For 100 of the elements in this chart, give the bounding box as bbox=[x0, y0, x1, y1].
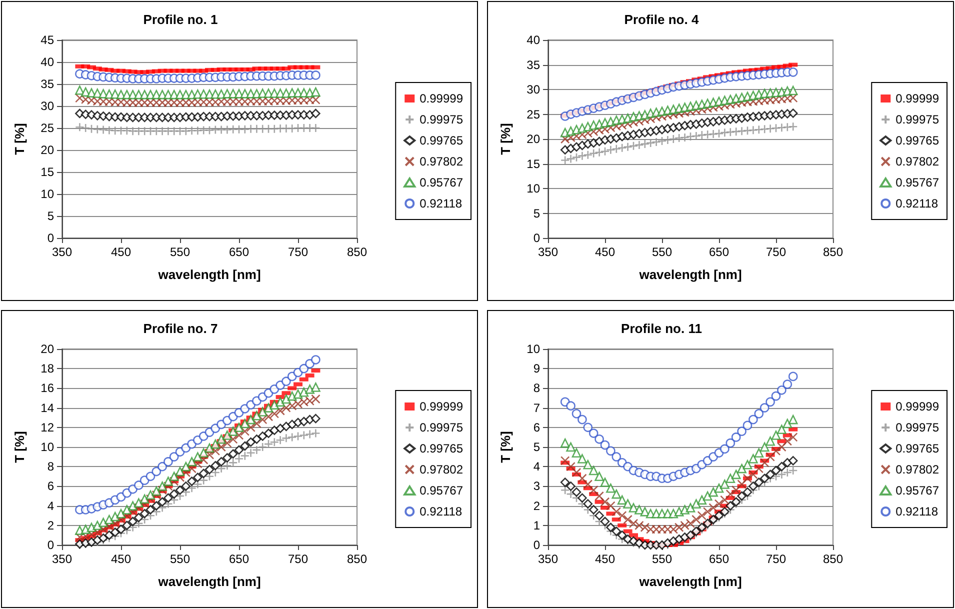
legend-label: 0.99975 bbox=[896, 420, 940, 434]
y-tick-label: 6 bbox=[47, 479, 54, 494]
x-tick-label: 450 bbox=[594, 245, 616, 259]
x-tick-label: 650 bbox=[708, 245, 730, 259]
y-axis-title: T [%] bbox=[12, 123, 27, 155]
chart-title: Profile no. 4 bbox=[624, 12, 700, 27]
legend-label: 0.99975 bbox=[420, 112, 464, 126]
y-tick-label: 12 bbox=[40, 420, 54, 434]
y-tick-label: 7 bbox=[533, 400, 540, 415]
x-tick-label: 650 bbox=[228, 552, 250, 566]
y-tick-label: 10 bbox=[40, 440, 54, 454]
y-tick-label: 5 bbox=[47, 209, 54, 223]
chart-title: Profile no. 1 bbox=[143, 12, 218, 27]
x-tick-label: 750 bbox=[766, 552, 786, 566]
y-tick-label: 0 bbox=[533, 231, 540, 245]
y-tick-label: 25 bbox=[526, 107, 540, 122]
y-tick-label: 1 bbox=[533, 518, 540, 532]
y-tick-label: 20 bbox=[40, 143, 54, 157]
x-tick-label: 550 bbox=[170, 552, 190, 566]
y-tick-label: 20 bbox=[526, 132, 540, 146]
y-tick-label: 9 bbox=[533, 362, 540, 376]
y-tick-label: 16 bbox=[40, 381, 54, 396]
x-axis-title: wavelength [nm] bbox=[157, 267, 261, 282]
x-tick-label: 350 bbox=[52, 552, 72, 566]
y-tick-label: 4 bbox=[47, 498, 54, 513]
y-tick-label: 5 bbox=[533, 206, 540, 220]
legend-label: 0.97802 bbox=[896, 154, 940, 168]
legend-label: 0.99999 bbox=[896, 400, 940, 414]
y-tick-label: 18 bbox=[40, 362, 54, 376]
legend-label: 0.92118 bbox=[420, 196, 462, 210]
x-tick-label: 450 bbox=[110, 245, 132, 259]
y-tick-label: 40 bbox=[40, 55, 54, 69]
legend-label: 0.99765 bbox=[420, 442, 464, 456]
y-axis-title: T [%] bbox=[498, 123, 513, 155]
y-tick-label: 8 bbox=[533, 381, 540, 396]
y-tick-label: 10 bbox=[526, 182, 540, 196]
x-tick-label: 450 bbox=[594, 552, 616, 566]
y-tick-label: 5 bbox=[533, 440, 540, 454]
x-tick-label: 350 bbox=[538, 245, 558, 259]
legend-label: 0.95767 bbox=[896, 484, 940, 498]
x-tick-label: 450 bbox=[110, 552, 132, 566]
y-tick-label: 25 bbox=[40, 121, 54, 135]
x-tick-label: 850 bbox=[822, 245, 844, 259]
x-tick-label: 350 bbox=[538, 552, 558, 566]
y-tick-label: 4 bbox=[533, 460, 540, 474]
legend-label: 0.99765 bbox=[896, 442, 940, 456]
legend-label: 0.92118 bbox=[420, 504, 462, 518]
x-tick-label: 750 bbox=[288, 552, 308, 566]
y-tick-label: 0 bbox=[47, 231, 54, 245]
y-axis-title: T [%] bbox=[12, 431, 27, 463]
y-tick-label: 40 bbox=[526, 33, 540, 47]
y-tick-label: 35 bbox=[526, 58, 540, 72]
y-tick-label: 45 bbox=[40, 33, 54, 47]
legend-label: 0.99999 bbox=[420, 400, 464, 414]
x-axis-title: wavelength [nm] bbox=[157, 574, 261, 589]
legend-label: 0.97802 bbox=[420, 154, 464, 168]
chart-title: Profile no. 7 bbox=[143, 321, 218, 336]
legend-label: 0.99765 bbox=[896, 134, 940, 148]
legend-label: 0.97802 bbox=[420, 462, 464, 476]
y-tick-label: 2 bbox=[47, 518, 54, 532]
y-axis-title: T [%] bbox=[498, 431, 513, 463]
y-tick-label: 14 bbox=[40, 400, 54, 415]
y-tick-label: 15 bbox=[40, 165, 54, 179]
y-tick-label: 35 bbox=[40, 77, 54, 91]
x-tick-label: 850 bbox=[346, 552, 368, 566]
x-tick-label: 550 bbox=[652, 245, 672, 259]
x-tick-label: 650 bbox=[708, 552, 730, 566]
x-tick-label: 550 bbox=[652, 552, 672, 566]
legend-label: 0.99999 bbox=[896, 92, 940, 106]
x-tick-label: 550 bbox=[170, 245, 190, 259]
legend-label: 0.92118 bbox=[896, 196, 938, 210]
y-tick-label: 30 bbox=[526, 82, 540, 96]
legend-label: 0.95767 bbox=[896, 176, 940, 190]
y-tick-label: 10 bbox=[526, 342, 540, 356]
legend-label: 0.99975 bbox=[420, 420, 464, 434]
y-tick-label: 15 bbox=[526, 156, 540, 171]
x-tick-label: 650 bbox=[228, 245, 250, 259]
y-tick-label: 10 bbox=[40, 187, 54, 201]
x-axis-title: wavelength [nm] bbox=[638, 267, 742, 282]
y-tick-label: 20 bbox=[40, 342, 54, 356]
y-tick-label: 0 bbox=[47, 538, 54, 552]
y-tick-label: 2 bbox=[533, 498, 540, 513]
x-tick-label: 350 bbox=[52, 245, 72, 259]
y-tick-label: 30 bbox=[40, 99, 54, 113]
legend-label: 0.97802 bbox=[896, 462, 940, 476]
legend-label: 0.99765 bbox=[420, 134, 464, 148]
y-tick-label: 3 bbox=[533, 479, 540, 494]
legend-label: 0.99975 bbox=[896, 112, 940, 126]
y-tick-label: 6 bbox=[533, 420, 540, 434]
x-axis-title: wavelength [nm] bbox=[638, 574, 742, 589]
legend-label: 0.92118 bbox=[896, 504, 938, 518]
x-tick-label: 850 bbox=[346, 245, 368, 259]
x-tick-label: 850 bbox=[822, 552, 844, 566]
y-tick-label: 8 bbox=[47, 460, 54, 474]
legend-label: 0.95767 bbox=[420, 484, 464, 498]
x-tick-label: 750 bbox=[288, 245, 308, 259]
x-tick-label: 750 bbox=[766, 245, 786, 259]
legend-label: 0.95767 bbox=[420, 176, 464, 190]
chart-title: Profile no. 11 bbox=[621, 321, 702, 336]
y-tick-label: 0 bbox=[533, 538, 540, 552]
